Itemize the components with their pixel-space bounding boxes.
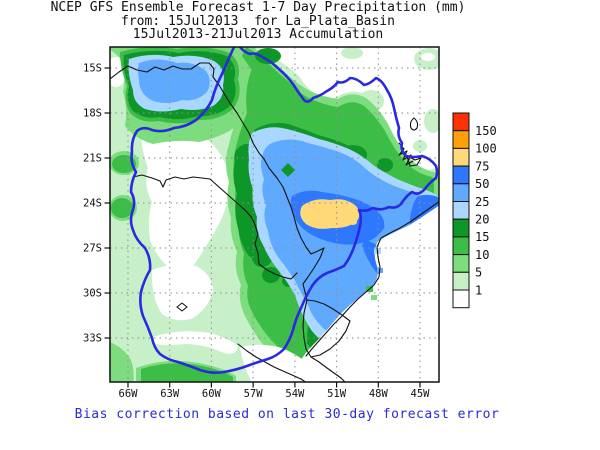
y-axis-label: 30S	[83, 288, 102, 300]
legend-cell	[452, 289, 470, 309]
fill-dark-diamond	[281, 163, 295, 177]
x-axis-label: 63W	[160, 388, 180, 400]
legend-cell	[452, 147, 470, 167]
legend-label: 150	[475, 124, 497, 138]
fill-gold-max	[300, 199, 360, 229]
x-axis-labels: 66W 63W 60W 57W 54W 51W 48W 45W	[119, 388, 431, 400]
x-axis-label: 48W	[369, 388, 389, 400]
legend-labels: 150 100 75 50 25 20 15 10 5 1	[475, 124, 497, 297]
legend-cell	[452, 201, 470, 220]
legend-cell	[452, 112, 470, 132]
y-axis-label: 27S	[83, 243, 102, 255]
y-axis-label: 18S	[83, 108, 102, 120]
x-axis-label: 66W	[119, 388, 139, 400]
legend-label: 10	[475, 248, 489, 262]
precip-fill-layers	[110, 47, 439, 382]
legend-cell	[452, 271, 470, 291]
legend-cell	[452, 254, 470, 273]
la-plata-basin-outline	[129, 47, 439, 374]
legend-label: 50	[475, 177, 489, 191]
y-axis-label: 24S	[83, 198, 102, 210]
bias-correction-caption: Bias correction based on last 30-day for…	[74, 407, 500, 422]
y-axis-labels: 15S 18S 21S 24S 27S 30S 33S	[83, 63, 102, 345]
salt-lake-diamond	[176, 302, 188, 312]
legend-label: 75	[475, 159, 489, 173]
legend-cell	[452, 183, 470, 203]
fill-ocean	[240, 205, 439, 382]
y-axis-label: 21S	[83, 153, 102, 165]
legend-label: 20	[475, 213, 489, 227]
coast-spill-green2	[371, 295, 377, 300]
legend-colorbar	[452, 112, 470, 309]
legend-label: 1	[475, 283, 482, 297]
x-axis-label: 60W	[202, 388, 222, 400]
axis-ticks	[104, 67, 421, 388]
figure-title-line2: from: 15Jul2013 for La_Plata_Basin	[121, 14, 395, 29]
lake-glyph-icon	[406, 155, 422, 167]
legend-label: 100	[475, 142, 497, 156]
country-borders	[110, 62, 439, 382]
legend-label: 25	[475, 195, 489, 209]
legend-label: 15	[475, 230, 489, 244]
x-axis-label: 51W	[327, 388, 347, 400]
legend-cell	[452, 130, 470, 149]
legend-cell	[452, 218, 470, 238]
x-axis-label: 54W	[285, 388, 305, 400]
figure-title-line1: NCEP GFS Ensemble Forecast 1-7 Day Preci…	[50, 0, 466, 15]
x-axis-label: 57W	[244, 388, 264, 400]
legend-cell	[452, 165, 470, 185]
lake-glyph-icon	[409, 117, 419, 131]
y-axis-label: 15S	[83, 63, 102, 75]
x-axis-label: 45W	[411, 388, 431, 400]
legend-cell	[452, 236, 470, 256]
dry-spot	[421, 53, 435, 61]
legend-label: 5	[475, 266, 482, 280]
map-frame	[109, 46, 440, 383]
figure-title-line3: 15Jul2013-21Jul2013 Accumulation	[132, 27, 384, 42]
y-axis-label: 33S	[83, 333, 102, 345]
